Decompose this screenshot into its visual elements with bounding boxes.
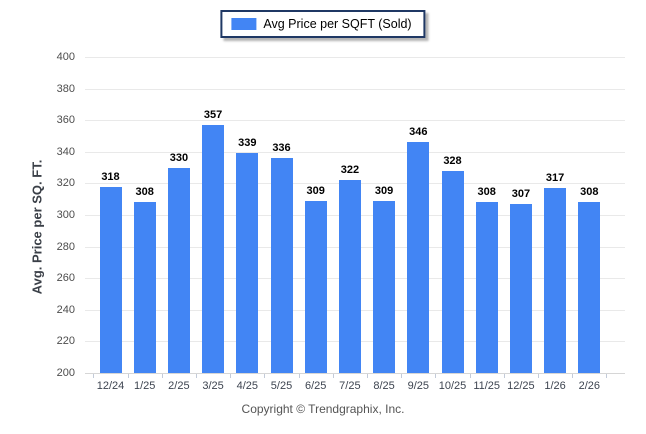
x-tick-label: 3/25: [202, 380, 224, 392]
y-tick-label: 340: [56, 145, 75, 158]
x-axis-tick: [367, 374, 368, 378]
x-tick-label: 1/25: [133, 380, 156, 392]
bar-value-label: 330: [169, 151, 189, 164]
x-axis-tick: [503, 374, 505, 378]
legend-swatch-icon: [231, 18, 257, 30]
x-axis-tick: [538, 374, 539, 378]
bar-value-label: 308: [477, 186, 496, 199]
x-axis-tick: [606, 374, 608, 378]
x-axis-tick: [572, 374, 574, 378]
bar: [407, 142, 430, 373]
x-tick-label: 1/26: [544, 380, 566, 392]
x-axis-tick: [93, 374, 95, 378]
bar-value-label: 339: [238, 137, 257, 150]
bar: [270, 158, 293, 373]
gridline: [85, 57, 625, 58]
bar-value-label: 308: [580, 186, 599, 199]
gridline: [85, 151, 625, 153]
y-tick-label: 220: [56, 335, 75, 348]
bar-value-label: 317: [545, 172, 565, 185]
bar-value-label: 336: [272, 142, 291, 155]
x-tick-label: 7/25: [339, 380, 361, 392]
x-tick-label: 2/26: [578, 380, 600, 392]
bar: [338, 180, 361, 373]
bar-value-label: 308: [135, 186, 154, 199]
x-axis-tick: [469, 374, 471, 378]
y-tick-label: 260: [56, 272, 75, 285]
x-axis-tick: [161, 374, 163, 378]
gridline: [85, 120, 625, 122]
x-tick-label: 12/25: [507, 380, 535, 392]
bar: [99, 186, 122, 373]
x-axis-tick: [264, 374, 266, 378]
x-tick-label: 9/25: [407, 380, 429, 392]
copyright-text: Copyright © Trendgraphix, Inc.: [241, 402, 405, 416]
bar-value-label: 357: [203, 108, 223, 121]
legend-label: Avg Price per SQFT (Sold): [263, 17, 412, 31]
x-axis-line: [85, 373, 625, 374]
x-axis-tick: [298, 374, 300, 378]
x-axis-tick: [435, 374, 437, 378]
bar: [167, 167, 190, 373]
x-axis-tick: [230, 374, 232, 378]
y-tick-label: 320: [56, 177, 75, 190]
x-tick-label: 2/25: [168, 380, 190, 392]
x-tick-label: 11/25: [473, 380, 501, 392]
bar: [133, 202, 156, 373]
legend: Avg Price per SQFT (Sold): [220, 10, 426, 38]
x-axis-tick: [332, 374, 334, 378]
x-tick-label: 12/24: [96, 380, 125, 392]
bar: [509, 203, 532, 373]
x-tick-label: 6/25: [304, 380, 327, 392]
y-tick-label: 380: [56, 82, 75, 95]
bar: [475, 202, 498, 373]
x-tick-label: 10/25: [438, 380, 467, 392]
bar: [578, 202, 601, 373]
y-tick-label: 360: [56, 114, 75, 127]
y-tick-label: 240: [56, 303, 75, 316]
y-tick-label: 280: [56, 240, 75, 253]
bar-value-label: 309: [306, 184, 325, 197]
bar: [304, 200, 327, 373]
x-tick-label: 5/25: [270, 380, 293, 392]
x-tick-label: 8/25: [373, 380, 395, 392]
bar-value-label: 309: [374, 184, 394, 197]
bar-value-label: 346: [409, 126, 428, 139]
x-axis-tick: [127, 374, 129, 378]
bar-value-label: 322: [340, 164, 360, 177]
x-axis-tick: [196, 374, 197, 378]
bar-value-label: 328: [443, 154, 462, 167]
x-axis-tick: [401, 374, 403, 378]
bar: [236, 153, 259, 373]
bar: [441, 170, 464, 373]
bar: [202, 124, 225, 373]
bar-value-label: 318: [101, 170, 120, 183]
bar: [373, 200, 396, 373]
plot-area: 200 220 240 260 280 300 320 340 360 380 400 318 12/2…: [57, 51, 625, 392]
gridline: [85, 88, 625, 90]
bar: [544, 188, 567, 373]
y-tick-label: 200: [56, 367, 75, 379]
y-tick-label: 400: [56, 51, 75, 63]
bar-value-label: 307: [511, 187, 531, 200]
x-tick-label: 4/25: [236, 380, 258, 392]
y-tick-label: 300: [56, 209, 75, 221]
